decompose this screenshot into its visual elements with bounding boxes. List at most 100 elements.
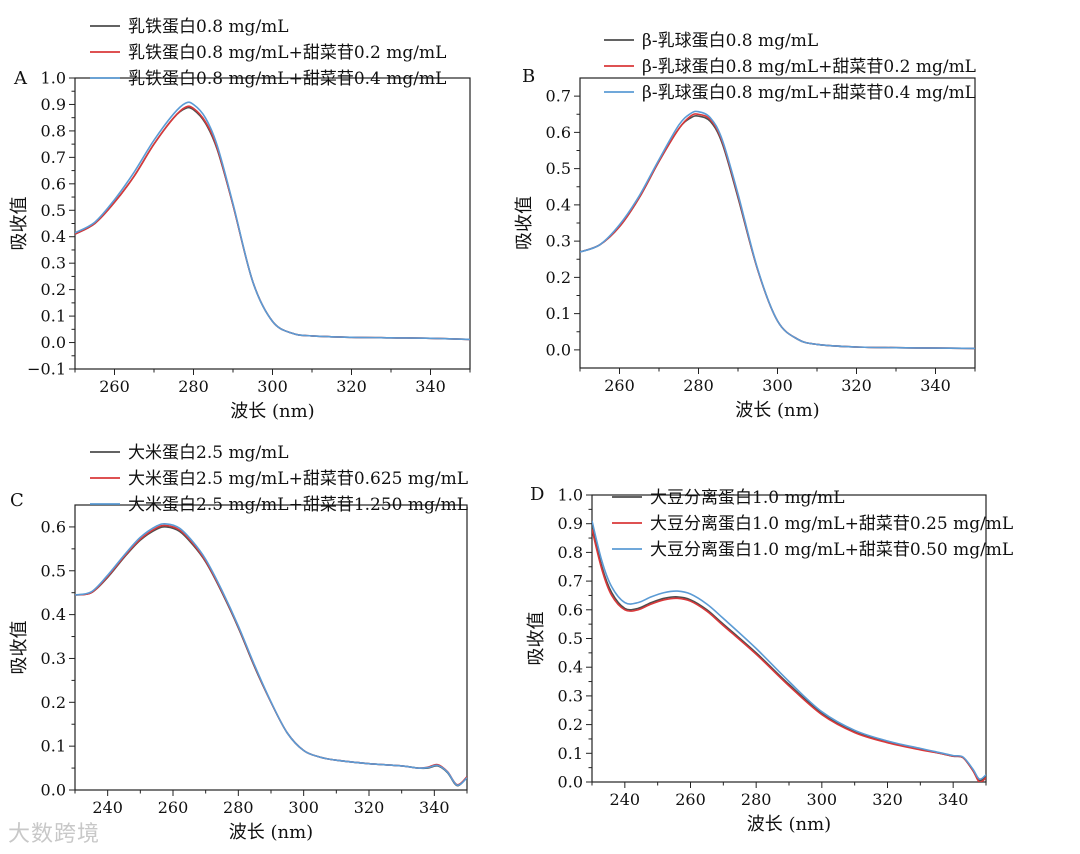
series-line-3 <box>75 522 467 787</box>
x-tick-label: 260 <box>604 376 635 395</box>
x-tick-label: 320 <box>841 376 872 395</box>
x-tick-label: 280 <box>178 377 209 396</box>
legend-entry-1: 乳铁蛋白0.8 mg/mL <box>128 17 289 37</box>
y-tick-label: 0.6 <box>546 123 571 142</box>
watermark: 大数跨境 <box>8 822 101 847</box>
legend-entry-2: 大米蛋白2.5 mg/mL+甜菜苷0.625 mg/mL <box>128 469 468 489</box>
y-tick-label: 0.3 <box>546 232 571 251</box>
y-tick-label: 0.4 <box>546 195 571 214</box>
y-tick-label: 0.0 <box>558 773 583 792</box>
y-tick-label: 0.3 <box>558 686 583 705</box>
x-tick-label: 240 <box>92 798 123 817</box>
plot-frame <box>591 494 987 783</box>
x-tick-label: 280 <box>741 790 772 809</box>
x-tick-label: 300 <box>807 790 838 809</box>
y-tick-label: 0.2 <box>546 268 571 287</box>
x-tick-label: 260 <box>99 377 130 396</box>
y-axis-label: 吸收值 <box>526 612 547 666</box>
series-line-2 <box>592 529 986 782</box>
chart-panel-c: 0.0 0.1 0.2 0.3 0.4 0.5 0.6 240 260 280 300 320 340 波… <box>9 443 468 843</box>
panel-label: C <box>10 490 24 511</box>
panel-label: A <box>13 68 28 89</box>
panel-label: B <box>522 66 535 87</box>
y-tick-label: 0.5 <box>41 561 66 580</box>
y-tick-label: 0.6 <box>41 174 66 193</box>
x-tick-label: 320 <box>872 790 903 809</box>
legend-entry-2: 大豆分离蛋白1.0 mg/mL+甜菜苷0.25 mg/mL <box>650 514 1013 534</box>
y-tick-label: 0.4 <box>41 605 66 624</box>
x-tick-label: 300 <box>762 376 793 395</box>
y-tick-label: 0.3 <box>41 649 66 668</box>
series-line-2 <box>75 105 470 341</box>
x-tick-label: 340 <box>419 798 450 817</box>
y-axis-label: 吸收值 <box>9 621 30 675</box>
y-tick-label: −0.1 <box>27 360 66 379</box>
series-line-3 <box>580 110 975 350</box>
x-tick-label: 240 <box>610 790 641 809</box>
y-tick-label: 0.7 <box>41 148 66 167</box>
y-tick-label: 0.5 <box>558 629 583 648</box>
y-tick-label: 0.3 <box>41 254 66 273</box>
panel-label: D <box>530 484 544 505</box>
x-tick-label: 340 <box>920 376 951 395</box>
x-tick-label: 320 <box>336 377 367 396</box>
series-line-3 <box>75 101 470 341</box>
y-tick-label: 0.1 <box>546 304 571 323</box>
x-tick-label: 280 <box>223 798 254 817</box>
legend-entry-2: 乳铁蛋白0.8 mg/mL+甜菜苷0.2 mg/mL <box>128 43 446 63</box>
chart-panel-b: 0.0 0.1 0.2 0.3 0.4 0.5 0.6 0.7 260 280 300 320 340 波… <box>514 31 976 421</box>
x-tick-label: 260 <box>158 798 189 817</box>
y-tick-label: 0.8 <box>558 543 583 562</box>
series-line-2 <box>580 113 975 350</box>
x-axis-label: 波长 (nm) <box>229 822 313 843</box>
series-line-1 <box>580 115 975 350</box>
y-tick-label: 0.2 <box>41 280 66 299</box>
series-line-2 <box>75 524 467 786</box>
x-tick-label: 340 <box>938 790 969 809</box>
x-axis-label: 波长 (nm) <box>747 814 831 835</box>
series-line-3 <box>592 520 986 781</box>
chart-panel-a: −0.1 0.0 0.1 0.2 0.3 0.4 0.5 0.6 0.7 0.8 0.9 1.0 260… <box>9 17 471 422</box>
y-tick-label: 1.0 <box>558 486 583 505</box>
plot-frame <box>74 504 468 791</box>
legend-entry-3: 大豆分离蛋白1.0 mg/mL+甜菜苷0.50 mg/mL <box>650 540 1013 560</box>
legend-entry-1: 大豆分离蛋白1.0 mg/mL <box>650 488 845 508</box>
y-tick-label: 0.6 <box>41 517 66 536</box>
y-tick-label: 0.9 <box>41 95 66 114</box>
y-tick-label: 1.0 <box>41 69 66 88</box>
chart-panel-d: 0.0 0.1 0.2 0.3 0.4 0.5 0.6 0.7 0.8 0.9 1.0 240 260 2… <box>526 484 1013 835</box>
legend-entry-3: 乳铁蛋白0.8 mg/mL+甜菜苷0.4 mg/mL <box>128 69 446 89</box>
y-tick-label: 0.2 <box>41 693 66 712</box>
x-tick-label: 320 <box>354 798 385 817</box>
y-axis-label: 吸收值 <box>9 197 30 251</box>
x-tick-label: 340 <box>415 377 446 396</box>
x-tick-label: 280 <box>683 376 714 395</box>
plot-frame <box>74 77 471 370</box>
legend-entry-1: 大米蛋白2.5 mg/mL <box>128 443 289 463</box>
y-tick-label: 0.7 <box>546 87 571 106</box>
plot-frame <box>579 77 976 369</box>
y-tick-label: 0.0 <box>41 781 66 800</box>
y-tick-label: 0.0 <box>546 340 571 359</box>
x-axis-label: 波长 (nm) <box>230 401 314 422</box>
y-tick-label: 0.5 <box>41 201 66 220</box>
legend-entry-3: β-乳球蛋白0.8 mg/mL+甜菜苷0.4 mg/mL <box>642 83 976 103</box>
x-axis-label: 波长 (nm) <box>735 400 819 421</box>
y-tick-label: 0.1 <box>41 307 66 326</box>
y-tick-label: 0.5 <box>546 159 571 178</box>
y-tick-label: 0.4 <box>41 227 66 246</box>
y-tick-label: 0.2 <box>558 715 583 734</box>
series-line-1 <box>75 106 470 341</box>
x-tick-label: 300 <box>288 798 319 817</box>
y-tick-label: 0.0 <box>41 333 66 352</box>
y-tick-label: 0.1 <box>41 737 66 756</box>
x-tick-label: 300 <box>257 377 288 396</box>
y-tick-label: 0.4 <box>558 658 583 677</box>
y-tick-label: 0.6 <box>558 600 583 619</box>
series-line-1 <box>75 526 467 787</box>
y-tick-label: 0.8 <box>41 121 66 140</box>
y-tick-label: 0.7 <box>558 572 583 591</box>
legend-entry-3: 大米蛋白2.5 mg/mL+甜菜苷1.250 mg/mL <box>128 495 468 515</box>
x-tick-label: 260 <box>675 790 706 809</box>
